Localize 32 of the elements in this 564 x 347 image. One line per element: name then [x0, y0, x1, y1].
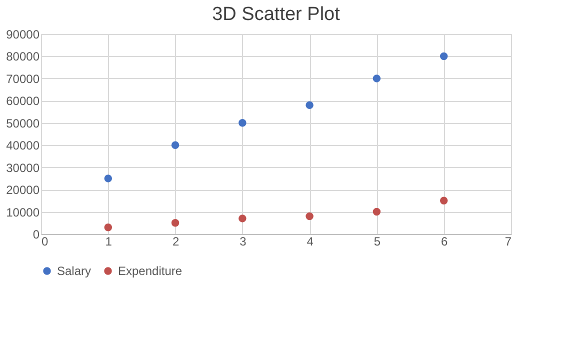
x-tick-label: 5 [374, 234, 381, 248]
point [104, 223, 112, 232]
x-tick-label: 2 [172, 234, 180, 248]
point [171, 219, 180, 227]
x-tick-label: 3 [240, 234, 247, 248]
point [306, 101, 314, 109]
point [238, 119, 246, 127]
point [372, 208, 381, 216]
chart-title: 3D Scatter Plot [212, 4, 341, 25]
y-tick-label: 10000 [6, 205, 40, 220]
x-tick-label: 0 [42, 234, 48, 248]
point [440, 52, 448, 60]
point [372, 74, 381, 82]
y-tick-label: 40000 [6, 138, 40, 153]
point [104, 174, 112, 182]
y-tick-label: 70000 [6, 72, 40, 86]
x-tick-label: 6 [441, 234, 448, 248]
point [440, 196, 448, 205]
y-tick-label: 90000 [6, 28, 40, 42]
y-tick-label: 60000 [6, 94, 40, 108]
y-tick-label: 20000 [6, 183, 40, 198]
point [238, 214, 246, 222]
x-tick-label: 1 [105, 234, 112, 248]
x-tick-label: 4 [306, 234, 314, 248]
y-tick-label: 80000 [6, 50, 40, 64]
legend-label: Salary [57, 264, 92, 278]
legend-label: Expenditure [118, 264, 182, 278]
y-tick-label: 50000 [6, 116, 40, 130]
point [306, 212, 314, 220]
x-tick-label: 7 [504, 234, 512, 248]
point [171, 141, 180, 149]
y-tick-label: 30000 [6, 160, 40, 175]
